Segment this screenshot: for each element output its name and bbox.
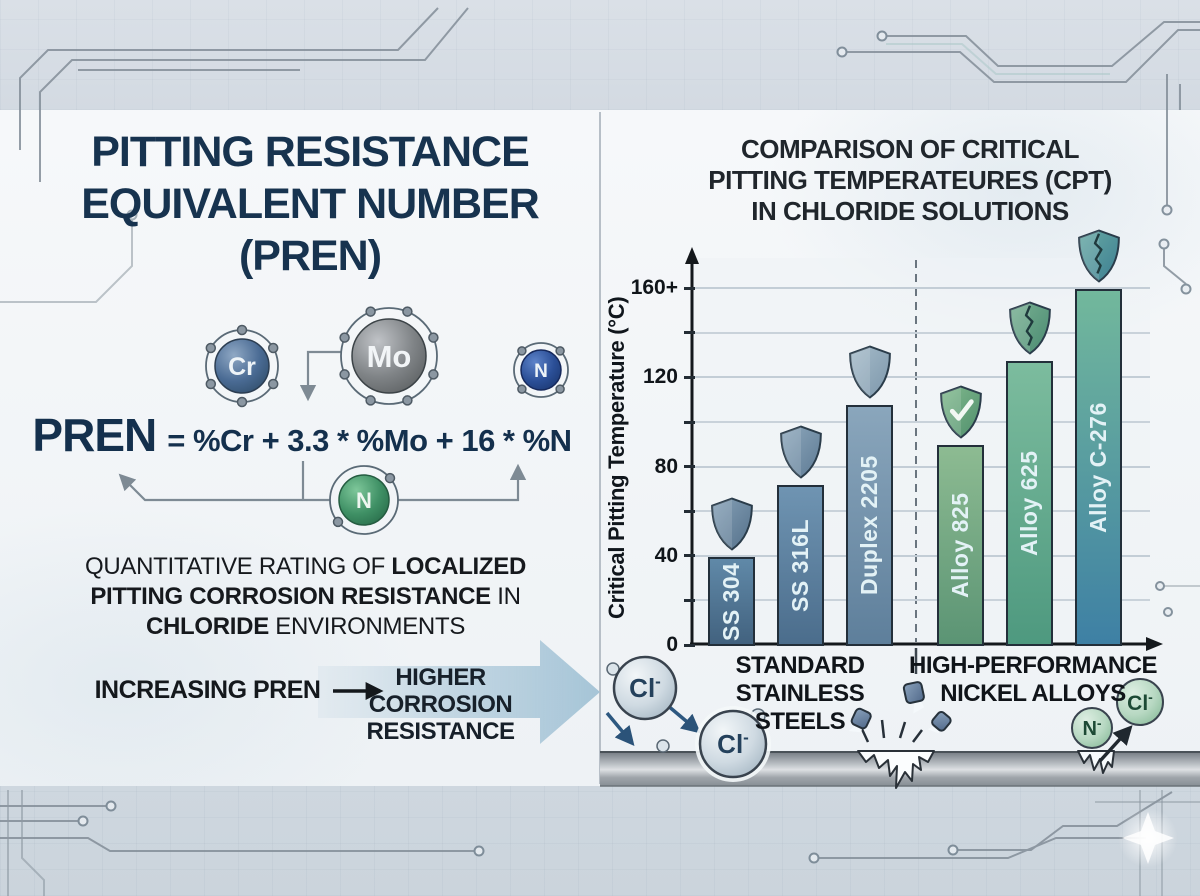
formula-connectors — [118, 350, 527, 502]
nitrogen-ion: N- — [1071, 707, 1113, 749]
big-arrow-shape — [318, 640, 600, 744]
chloride-attack-arrows — [605, 703, 701, 746]
pit-attack — [857, 750, 935, 789]
nitrogen-green-atom-icon: N — [329, 465, 399, 535]
svg-text:N: N — [534, 361, 548, 382]
corrosion-scene: Cl- Cl- N- Cl- — [600, 655, 1200, 789]
svg-text:Cr: Cr — [228, 353, 256, 381]
flow-arrow-group — [318, 640, 600, 744]
bottom-circuit-band — [0, 786, 1200, 896]
circuit-traces — [0, 7, 1200, 896]
svg-text:Cl-: Cl- — [717, 728, 749, 759]
top-circuit-band — [0, 0, 1200, 110]
svg-text:N: N — [356, 488, 372, 513]
svg-text:N-: N- — [1082, 715, 1101, 740]
chloride-ion-3: Cl- — [1116, 678, 1164, 726]
svg-text:Cl-: Cl- — [629, 672, 661, 703]
chart-axes — [685, 247, 1163, 674]
chloride-ion-2: Cl- — [695, 706, 771, 782]
chromium-atom-icon: Cr — [205, 324, 279, 408]
svg-text:Mo: Mo — [367, 339, 412, 374]
nitrogen-atom-icon: N — [513, 342, 569, 398]
deflection-arrow — [1098, 725, 1133, 763]
pit-spark-lines — [859, 719, 923, 743]
chloride-ion-1: Cl- — [612, 655, 678, 721]
svg-text:Cl-: Cl- — [1127, 689, 1153, 715]
molybdenum-atom-icon: Mo — [339, 306, 439, 406]
sparkle-icon — [1118, 808, 1178, 868]
panel-divider — [599, 112, 601, 784]
ejected-particles — [848, 681, 952, 734]
